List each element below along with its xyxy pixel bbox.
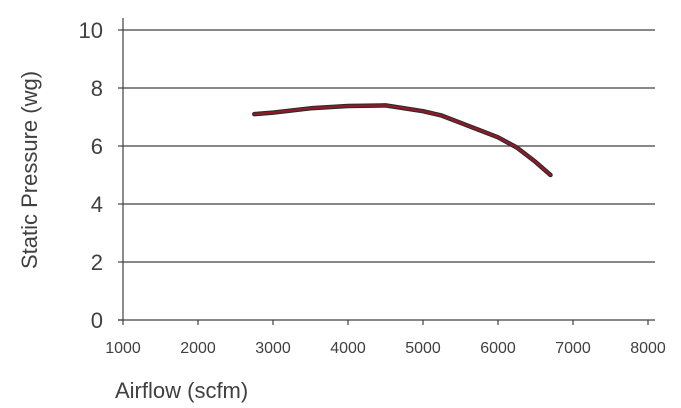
y-tick-label-4: 8 — [91, 76, 103, 101]
series-group — [252, 103, 553, 178]
y-tick-label-2: 4 — [91, 192, 103, 217]
y-tick-label-3: 6 — [91, 134, 103, 159]
y-tick-labels: 0 2 4 6 8 10 — [79, 18, 123, 333]
x-tick-label-5: 6000 — [480, 340, 516, 357]
x-tick-labels: 1000 2000 3000 4000 5000 6000 7000 8000 — [105, 320, 666, 357]
series-line-outline-0 — [252, 103, 553, 178]
y-tick-label-0: 0 — [91, 308, 103, 333]
grid-lines — [123, 29, 655, 263]
x-axis-title: Airflow (scfm) — [115, 378, 248, 403]
y-tick-label-1: 2 — [91, 250, 103, 275]
x-tick-label-1: 2000 — [180, 340, 216, 357]
x-tick-label-2: 3000 — [255, 340, 291, 357]
x-tick-label-0: 1000 — [105, 340, 141, 357]
series-line-0 — [253, 104, 552, 177]
x-tick-label-7: 8000 — [630, 340, 666, 357]
x-tick-label-4: 5000 — [405, 340, 441, 357]
x-tick-label-3: 4000 — [330, 340, 366, 357]
y-tick-label-5: 10 — [79, 18, 103, 43]
y-axis-title: Static Pressure (wg) — [17, 71, 42, 269]
x-tick-label-6: 7000 — [555, 340, 591, 357]
axes — [118, 18, 655, 321]
